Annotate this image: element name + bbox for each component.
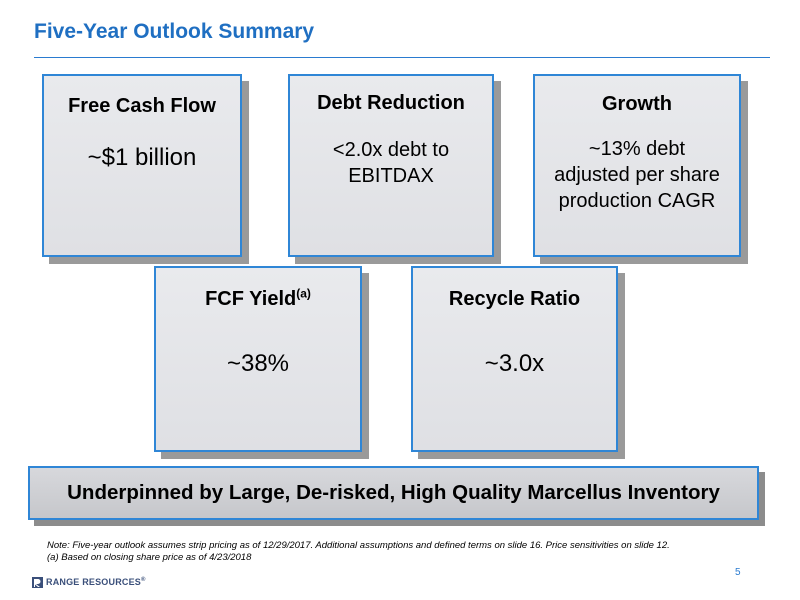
logo-text: RANGE RESOURCES® <box>46 577 146 587</box>
card-free-cash-flow: Free Cash Flow ~$1 billion <box>42 74 242 257</box>
card-value: ~3.0x <box>484 350 545 377</box>
card-recycle-ratio: Recycle Ratio ~3.0x <box>411 266 618 452</box>
card-title: Growth <box>602 93 672 115</box>
card-fcf-yield: FCF Yield(a) ~38% <box>154 266 362 452</box>
range-resources-logo-icon <box>32 576 43 588</box>
footnotes: Note: Five-year outlook assumes strip pr… <box>47 540 747 564</box>
card-title: Recycle Ratio <box>448 288 581 310</box>
summary-banner: Underpinned by Large, De-risked, High Qu… <box>28 466 759 520</box>
card-value: ~38% <box>226 350 290 377</box>
card-title: Free Cash Flow <box>68 95 216 117</box>
footnote-a: (a) Based on closing share price as of 4… <box>47 552 252 563</box>
banner-text: Underpinned by Large, De-risked, High Qu… <box>67 481 720 504</box>
title-divider <box>34 57 770 58</box>
footnote-note: Note: Five-year outlook assumes strip pr… <box>47 540 670 551</box>
company-logo: RANGE RESOURCES® <box>32 575 146 589</box>
card-title: Debt Reduction <box>317 92 465 114</box>
card-debt-reduction: Debt Reduction <2.0x debt to EBITDAX <box>288 74 494 257</box>
card-value: <2.0x debt to EBITDAX <box>332 139 450 187</box>
card-growth: Growth ~13% debt adjusted per share prod… <box>533 74 741 257</box>
card-title: FCF Yield(a) <box>205 286 311 310</box>
footnote-marker: (a) <box>296 286 311 301</box>
page-title: Five-Year Outlook Summary <box>34 20 315 43</box>
card-value: ~$1 billion <box>87 144 197 171</box>
page-number: 5 <box>735 567 741 578</box>
card-value: ~13% debt adjusted per share production … <box>554 138 720 212</box>
